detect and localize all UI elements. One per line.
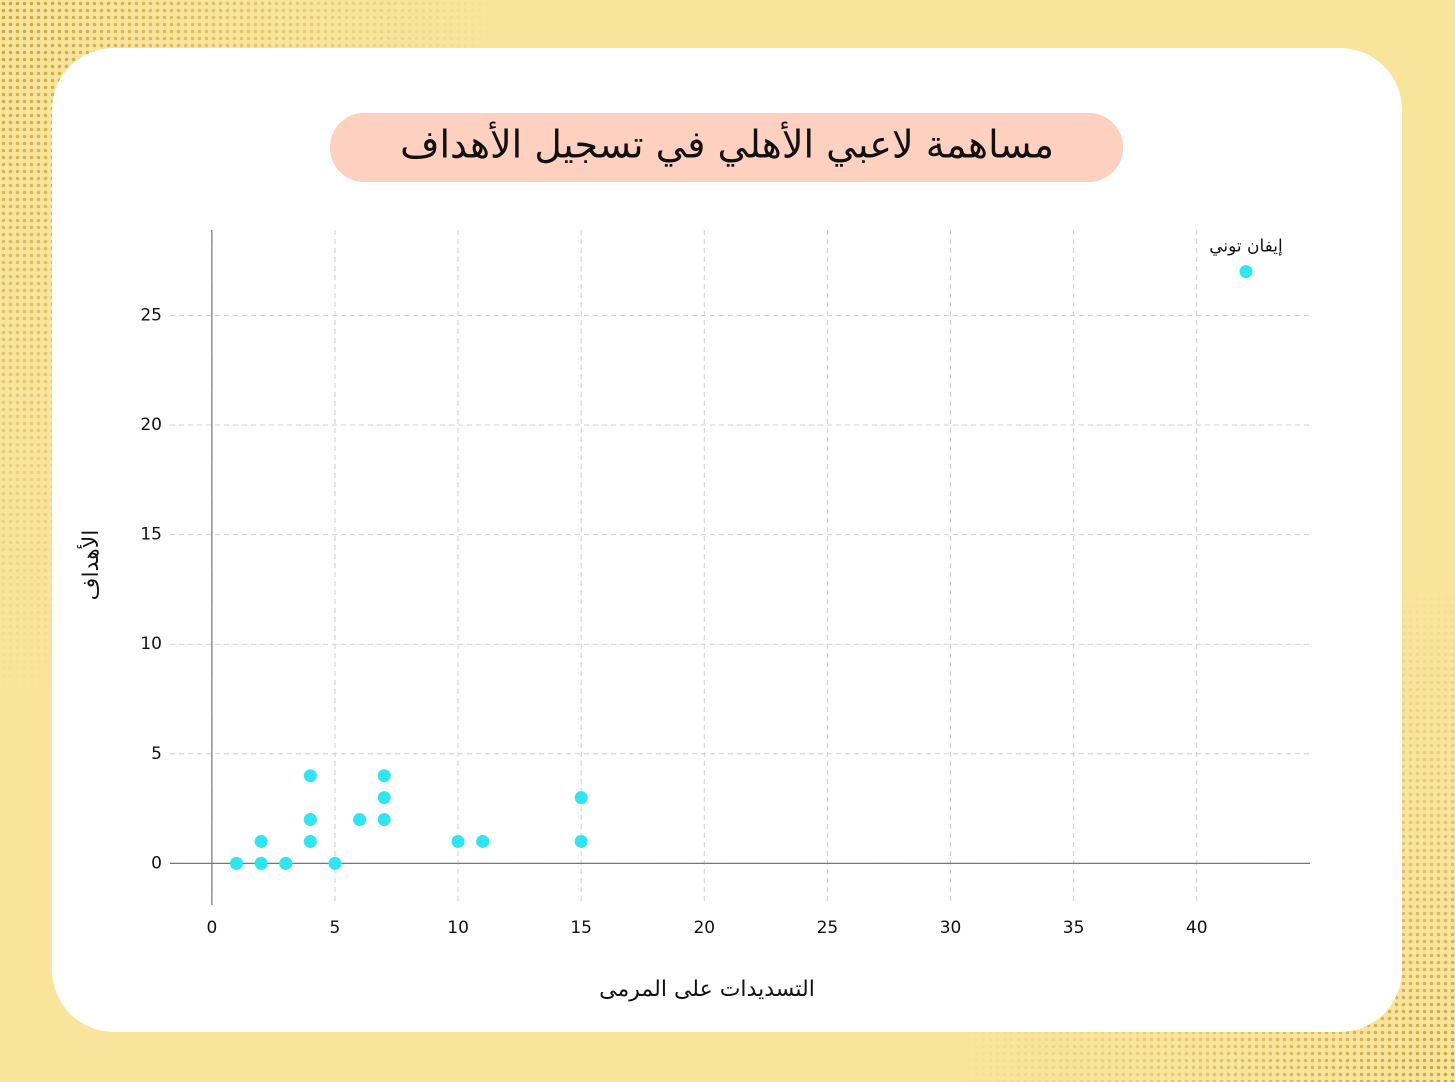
point bbox=[254, 856, 268, 870]
title-pill bbox=[330, 113, 1123, 182]
plot-area: 0 5 10 15 20 25 0 5 10 15 20 25 30 35 40 إيفان توني bbox=[140, 230, 1310, 938]
y-tick-label: 10 bbox=[140, 634, 162, 654]
x-tick-label: 5 bbox=[330, 918, 341, 938]
point bbox=[279, 856, 293, 870]
point bbox=[377, 791, 391, 805]
point bbox=[229, 856, 243, 870]
x-axis-title: التسديدات على المرمى bbox=[599, 977, 815, 1002]
point bbox=[303, 813, 317, 827]
y-tick-label: 15 bbox=[140, 525, 162, 545]
y-tick-label: 20 bbox=[140, 415, 162, 435]
point bbox=[574, 791, 588, 805]
x-tick-label: 25 bbox=[817, 918, 839, 938]
point bbox=[254, 834, 268, 848]
point bbox=[451, 834, 465, 848]
x-tick-label: 15 bbox=[570, 918, 592, 938]
x-tick-label: 10 bbox=[447, 918, 469, 938]
card bbox=[52, 48, 1402, 1032]
x-tick-label: 35 bbox=[1063, 918, 1085, 938]
point bbox=[328, 856, 342, 870]
point bbox=[303, 834, 317, 848]
x-tick-label: 0 bbox=[206, 918, 217, 938]
point bbox=[574, 834, 588, 848]
y-tick-label: 25 bbox=[140, 305, 162, 325]
point bbox=[377, 769, 391, 783]
y-tick-label: 5 bbox=[151, 744, 162, 764]
x-tick-label: 30 bbox=[940, 918, 962, 938]
point bbox=[353, 813, 367, 827]
point bbox=[377, 813, 391, 827]
point bbox=[1239, 265, 1253, 279]
point-label: إيفان توني bbox=[1209, 237, 1283, 257]
x-tick-label: 20 bbox=[693, 918, 715, 938]
point bbox=[476, 834, 490, 848]
y-tick-label: 0 bbox=[151, 853, 162, 873]
x-tick-label: 40 bbox=[1186, 918, 1208, 938]
y-axis-title: الأهداف bbox=[77, 530, 104, 601]
point bbox=[303, 769, 317, 783]
chart-title: مساهمة لاعبي الأهلي في تسجيل الأهداف bbox=[400, 121, 1054, 167]
